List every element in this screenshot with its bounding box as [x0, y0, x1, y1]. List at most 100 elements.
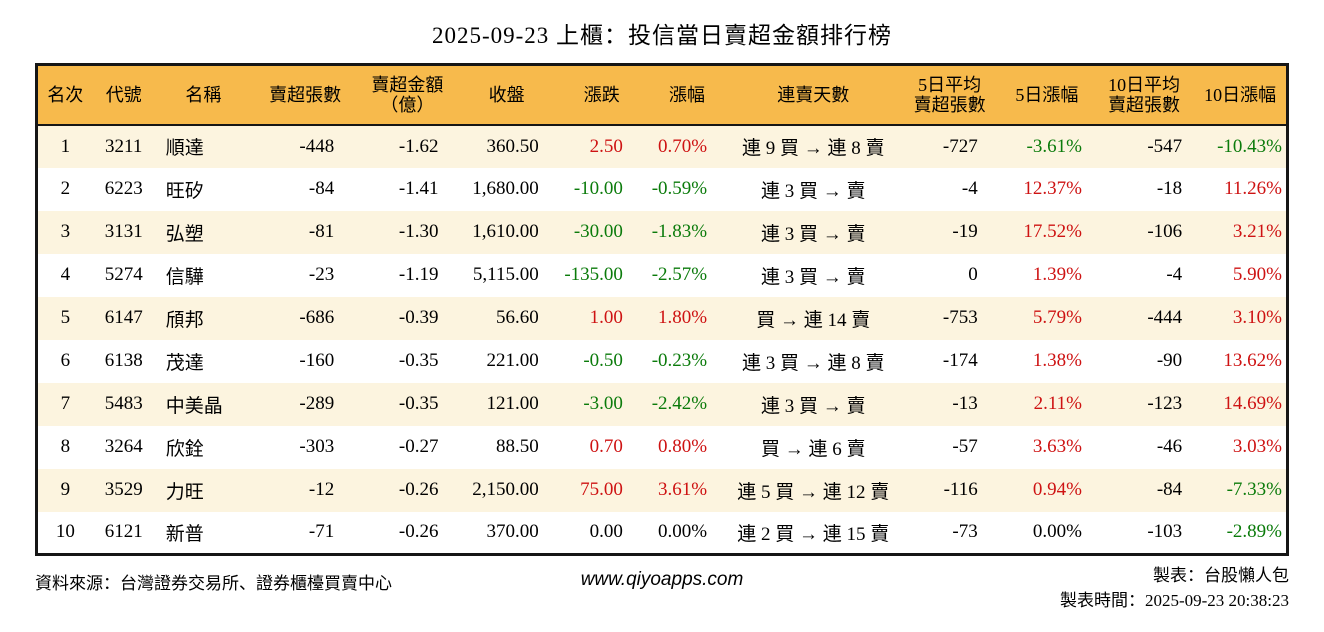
cell-sell_volume: -289 — [299, 393, 335, 414]
cell-streak: 連 3 買 → 賣 — [761, 395, 866, 417]
cell-close: 221.00 — [486, 350, 539, 371]
table-header: 名次 代號 名稱 賣超張數 賣超金額 （億） 收盤 漲跌 漲幅 連賣天數 5日平均 賣超張數 5日漲… — [36, 64, 1288, 126]
cell-code: 6121 — [104, 521, 143, 543]
cell-change: -0.50 — [583, 350, 623, 371]
cell-change: 1.00 — [589, 307, 623, 328]
cell-avg10_volume: -123 — [1147, 393, 1183, 414]
table-row: 3 3131 弘塑 -81 -1.30 1,610.00 -30.00 -1.83% 連 3 買… — [36, 210, 1288, 254]
col-header-avg10_volume: 10日平均 賣超張數 — [1093, 64, 1195, 126]
cell-pct5: 5.79% — [1032, 307, 1082, 328]
cell-streak: 連 3 買 → 賣 — [761, 223, 866, 245]
cell-change_pct: -1.83% — [651, 221, 708, 242]
cell-code: 6147 — [104, 307, 143, 328]
cell-pct10: -10.43% — [1217, 135, 1282, 157]
cell-avg5_volume: -116 — [943, 479, 978, 500]
cell-pct5: 0.00% — [1032, 521, 1082, 543]
cell-name: 中美晶 — [165, 395, 223, 417]
cell-sell_volume: -84 — [308, 178, 335, 199]
cell-change_pct: 0.80% — [658, 436, 708, 457]
cell-name: 信驊 — [165, 266, 204, 288]
cell-avg10_volume: -103 — [1147, 521, 1183, 543]
cell-rank: 4 — [60, 264, 71, 285]
col-header-pct5: 5日漲幅 — [999, 64, 1094, 126]
cell-close: 56.60 — [495, 307, 539, 328]
cell-sell_amount: -1.30 — [398, 221, 439, 242]
col-header-rank: 名次 — [36, 64, 93, 126]
cell-change: -30.00 — [573, 221, 623, 242]
table-row: 8 3264 欣銓 -303 -0.27 88.50 0.70 0.80% 買 → 連 6 賣 -… — [36, 425, 1288, 469]
cell-change_pct: 3.61% — [658, 479, 708, 500]
cell-code: 3211 — [105, 135, 143, 157]
cell-change_pct: -2.57% — [651, 264, 708, 285]
cell-pct10: 11.26% — [1224, 178, 1282, 199]
cell-close: 121.00 — [486, 393, 539, 414]
cell-avg10_volume: -90 — [1156, 350, 1183, 371]
cell-code: 3529 — [104, 479, 143, 500]
cell-close: 360.50 — [486, 135, 539, 157]
table-body: 1 3211 順達 -448 -1.62 360.50 2.50 0.70% 連 9 買 → 連… — [36, 124, 1288, 555]
cell-rank: 6 — [60, 350, 71, 371]
col-header-change: 漲跌 — [556, 64, 647, 126]
cell-sell_volume: -686 — [299, 307, 335, 328]
cell-change: 0.70 — [589, 436, 623, 457]
cell-sell_amount: -0.39 — [398, 307, 439, 328]
cell-streak: 連 5 買 → 連 12 賣 — [737, 481, 890, 503]
cell-sell_volume: -71 — [308, 521, 335, 543]
cell-change_pct: 0.70% — [658, 135, 708, 157]
cell-rank: 9 — [60, 479, 71, 500]
table-row: 5 6147 頎邦 -686 -0.39 56.60 1.00 1.80% 買 → 連 14 賣… — [36, 296, 1288, 340]
cell-sell_volume: -160 — [299, 350, 335, 371]
cell-rank: 2 — [60, 178, 71, 199]
cell-sell_volume: -23 — [308, 264, 335, 285]
cell-close: 88.50 — [495, 436, 539, 457]
cell-rank: 8 — [60, 436, 71, 457]
cell-sell_volume: -303 — [299, 436, 335, 457]
cell-close: 1,680.00 — [472, 178, 539, 199]
cell-pct10: 13.62% — [1223, 350, 1282, 371]
cell-sell_amount: -1.41 — [398, 178, 439, 199]
page-title: 2025-09-23 上櫃：投信當日賣超金額排行榜 — [431, 23, 893, 48]
cell-streak: 連 3 買 → 賣 — [761, 180, 866, 202]
cell-change_pct: -0.59% — [651, 178, 708, 199]
table-row: 7 5483 中美晶 -289 -0.35 121.00 -3.00 -2.42% 連 3 買 … — [36, 382, 1288, 426]
cell-sell_volume: -12 — [308, 479, 335, 500]
cell-name: 旺矽 — [165, 180, 204, 202]
data-source-note: 資料來源：台灣證券交易所、證券櫃檯買賣中心 — [35, 574, 392, 593]
cell-close: 370.00 — [486, 521, 539, 543]
col-header-pct10: 10日漲幅 — [1194, 64, 1288, 126]
cell-pct5: 3.63% — [1032, 436, 1082, 457]
cell-rank: 5 — [60, 307, 71, 328]
cell-pct10: 14.69% — [1223, 393, 1282, 414]
cell-pct10: 3.21% — [1232, 221, 1282, 242]
cell-name: 順達 — [165, 138, 204, 159]
cell-name: 新普 — [165, 523, 204, 545]
cell-sell_amount: -1.62 — [398, 135, 439, 157]
cell-rank: 3 — [60, 221, 71, 242]
cell-name: 力旺 — [165, 481, 204, 503]
cell-avg5_volume: -57 — [952, 436, 978, 457]
cell-code: 6138 — [104, 350, 143, 371]
cell-avg10_volume: -4 — [1166, 264, 1183, 285]
cell-pct5: 1.38% — [1032, 350, 1082, 371]
cell-sell_amount: -0.35 — [398, 393, 439, 414]
table-row: 4 5274 信驊 -23 -1.19 5,115.00 -135.00 -2.57% 連 3 … — [36, 253, 1288, 297]
cell-avg10_volume: -84 — [1156, 479, 1183, 500]
col-header-streak: 連賣天數 — [727, 64, 900, 126]
cell-pct5: 2.11% — [1033, 393, 1082, 414]
cell-rank: 7 — [60, 393, 71, 414]
cell-code: 3264 — [104, 436, 143, 457]
cell-avg5_volume: 0 — [968, 264, 978, 285]
cell-streak: 連 9 買 → 連 8 賣 — [742, 138, 885, 159]
table-row: 9 3529 力旺 -12 -0.26 2,150.00 75.00 3.61% 連 5 買 →… — [36, 468, 1288, 512]
table-header-row: 名次 代號 名稱 賣超張數 賣超金額 （億） 收盤 漲跌 漲幅 連賣天數 5日平均 賣超張數 5日漲… — [36, 64, 1288, 126]
cell-change: -3.00 — [583, 393, 623, 414]
footer: 資料來源：台灣證券交易所、證券櫃檯買賣中心 www.qiyoapps.com 製… — [35, 564, 1289, 613]
cell-sell_volume: -448 — [299, 135, 335, 157]
credit-block: 製表：台股懶人包 製表時間：2025-09-23 20:38:23 — [1060, 564, 1289, 613]
cell-streak: 連 2 買 → 連 15 賣 — [737, 523, 890, 545]
maker-note: 製表：台股懶人包 — [1153, 566, 1289, 585]
cell-streak: 買 → 連 6 賣 — [761, 438, 866, 460]
cell-code: 3131 — [104, 221, 143, 242]
cell-sell_amount: -0.27 — [398, 436, 439, 457]
table-row: 2 6223 旺矽 -84 -1.41 1,680.00 -10.00 -0.59% 連 3 買… — [36, 167, 1288, 211]
